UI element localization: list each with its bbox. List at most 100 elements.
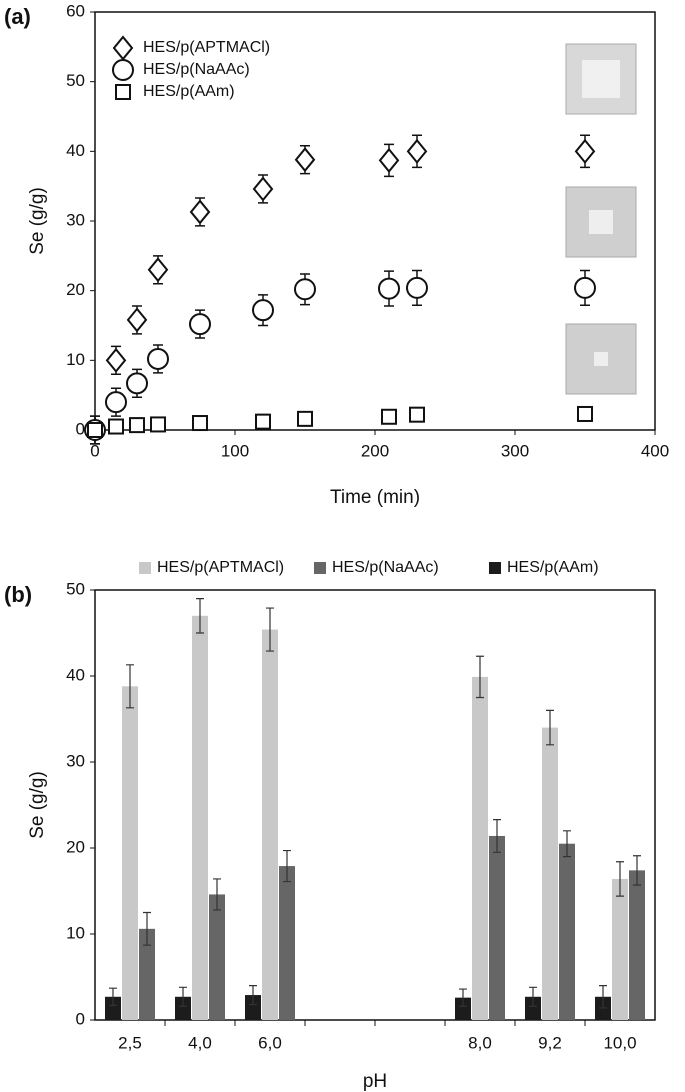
bar: [245, 995, 261, 1020]
panel-label: (b): [4, 582, 32, 607]
data-point: [147, 347, 169, 370]
y-tick-label: 30: [66, 210, 85, 229]
data-point: [294, 147, 316, 173]
data-point: [252, 176, 274, 202]
error-bar: [616, 861, 624, 897]
y-tick-label: 30: [66, 751, 85, 770]
y-tick-label: 40: [66, 141, 85, 160]
y-tick-label: 50: [66, 71, 85, 90]
data-point: [252, 299, 274, 322]
data-point: [105, 391, 127, 414]
bar: [629, 870, 645, 1020]
x-axis-label: Time (min): [330, 487, 420, 508]
bar: [559, 843, 575, 1020]
data-point: [378, 147, 400, 173]
bar: [262, 629, 278, 1020]
bar: [192, 615, 208, 1020]
data-point: [577, 405, 593, 422]
x-tick-label: 9,2: [538, 1033, 562, 1052]
error-bar: [213, 878, 221, 911]
x-tick-label: 10,0: [603, 1033, 636, 1052]
bar: [542, 727, 558, 1020]
data-point: [129, 417, 145, 434]
y-tick-label: 60: [66, 1, 85, 20]
legend-marker: [112, 35, 134, 61]
error-bar: [599, 985, 607, 1009]
data-point: [126, 307, 148, 333]
data-point: [294, 278, 316, 301]
bar: [472, 676, 488, 1020]
bar: [139, 928, 155, 1020]
bar: [105, 996, 121, 1020]
error-bar: [546, 709, 554, 746]
bar: [525, 996, 541, 1020]
data-point: [189, 199, 211, 225]
data-point: [406, 138, 428, 164]
legend-marker: [115, 84, 131, 100]
legend-swatch: [314, 562, 326, 574]
legend-label: HES/p(NaAAc): [143, 61, 250, 78]
legend-label: HES/p(NaAAc): [332, 559, 439, 576]
data-point: [406, 276, 428, 299]
legend-marker: [112, 59, 134, 81]
bar: [175, 996, 191, 1020]
error-bar: [266, 607, 274, 652]
y-tick-label: 0: [76, 1009, 85, 1028]
inset-photo-gel: [589, 210, 613, 234]
bar: [455, 997, 471, 1020]
error-bar: [126, 664, 134, 709]
data-point: [126, 372, 148, 395]
bar: [122, 686, 138, 1020]
data-point: [574, 276, 596, 299]
y-tick-label: 20: [66, 280, 85, 299]
error-bar: [179, 986, 187, 1007]
data-point: [297, 410, 313, 427]
data-point: [150, 416, 166, 433]
data-point: [409, 406, 425, 423]
x-tick-label: 400: [641, 441, 669, 460]
y-axis-label: Se (g/g): [27, 187, 48, 255]
legend-label: HES/p(AAm): [507, 559, 599, 576]
legend-label: HES/p(APTMACl): [157, 559, 284, 576]
legend-label: HES/p(AAm): [143, 83, 235, 100]
y-tick-label: 10: [66, 350, 85, 369]
legend-swatch: [489, 562, 501, 574]
error-bar: [493, 819, 501, 853]
data-point: [147, 257, 169, 283]
y-axis-label: Se (g/g): [27, 771, 48, 839]
data-point: [192, 415, 208, 432]
error-bar: [109, 987, 117, 1006]
y-tick-label: 40: [66, 665, 85, 684]
error-bar: [529, 986, 537, 1007]
inset-photo-gel: [594, 352, 608, 366]
bar: [279, 866, 295, 1020]
x-tick-label: 300: [501, 441, 529, 460]
y-tick-label: 50: [66, 579, 85, 598]
x-tick-label: 6,0: [258, 1033, 282, 1052]
error-bar: [563, 830, 571, 858]
x-tick-label: 100: [221, 441, 249, 460]
bar: [209, 894, 225, 1020]
inset-photo-gel: [582, 60, 620, 98]
x-tick-label: 8,0: [468, 1033, 492, 1052]
data-point: [87, 422, 103, 438]
data-point: [108, 418, 124, 435]
x-axis-label: pH: [363, 1071, 387, 1092]
x-tick-label: 200: [361, 441, 389, 460]
error-bar: [476, 655, 484, 699]
x-tick-label: 0: [90, 441, 99, 460]
x-tick-label: 4,0: [188, 1033, 212, 1052]
panel-label: (a): [4, 4, 31, 29]
bar: [489, 835, 505, 1020]
legend-label: HES/p(APTMACl): [143, 39, 270, 56]
data-point: [574, 138, 596, 164]
error-bar: [459, 988, 467, 1007]
data-point: [105, 347, 127, 373]
x-tick-label: 2,5: [118, 1033, 142, 1052]
error-bar: [633, 855, 641, 886]
data-point: [255, 413, 271, 430]
error-bar: [143, 911, 151, 946]
error-bar: [283, 849, 291, 883]
